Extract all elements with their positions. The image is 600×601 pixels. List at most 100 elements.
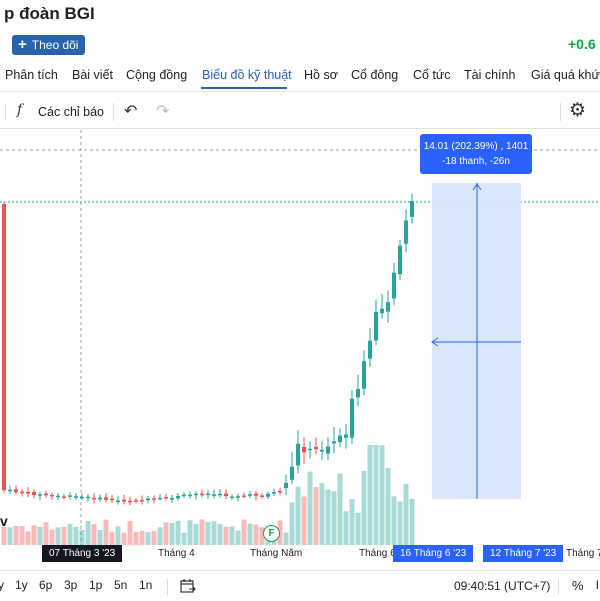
candle-body xyxy=(302,446,306,453)
tooltip-bars-span: -18 thanh, -26n xyxy=(442,156,510,167)
price-change: +0.6 xyxy=(568,36,596,52)
candle-body xyxy=(152,498,156,500)
candle-body xyxy=(320,449,324,452)
calendar-range-icon[interactable] xyxy=(180,578,196,594)
volume-bar xyxy=(43,522,49,545)
volume-bar xyxy=(103,519,109,545)
volume-bar xyxy=(61,526,67,545)
candle-body xyxy=(170,498,174,500)
volume-bar xyxy=(367,445,373,545)
candle-body xyxy=(182,494,186,497)
range-button[interactable]: y xyxy=(0,578,4,592)
arrow-left-icon xyxy=(431,337,439,347)
bottom-divider xyxy=(167,579,168,595)
candle-body xyxy=(98,497,102,500)
candle-body xyxy=(278,490,282,493)
tab-technical-chart[interactable]: Biểu đồ kỹ thuật xyxy=(202,68,292,82)
volume-bar xyxy=(115,526,121,545)
chart-toolbar: f Các chỉ báo ↶ ↷ ⚙ xyxy=(0,96,600,129)
candle-body xyxy=(116,500,120,502)
candle-body xyxy=(140,499,144,502)
tab-price-history[interactable]: Giá quá khứ xyxy=(531,68,600,82)
tooltip-price-change: 14.01 (202.39%) , 1401 xyxy=(423,141,529,152)
candle-body xyxy=(44,493,48,496)
tab-shareholders[interactable]: Cổ đông xyxy=(351,68,399,82)
candle-body xyxy=(218,493,222,496)
candle-body xyxy=(356,389,360,398)
volume-bar xyxy=(277,520,283,545)
indicators-button[interactable]: Các chỉ báo xyxy=(38,105,105,119)
volume-bar xyxy=(247,523,253,545)
volume-bar xyxy=(331,491,337,545)
volume-bars xyxy=(1,445,415,545)
bottom-toolbar: y 1y 6p 3p 1p 5n 1n 09:40:51 (UTC+7) % l xyxy=(0,570,600,601)
candle-body xyxy=(32,491,36,496)
volume-bar xyxy=(259,527,265,545)
volume-bar xyxy=(229,526,235,545)
volume-bar xyxy=(373,445,379,545)
volume-bar xyxy=(1,526,7,545)
undo-icon[interactable]: ↶ xyxy=(124,103,138,120)
candle-body xyxy=(134,500,138,502)
volume-bar xyxy=(169,522,175,545)
volume-bar xyxy=(163,522,169,545)
range-3m-button[interactable]: 3p xyxy=(64,578,78,592)
volume-bar xyxy=(235,530,241,545)
candle-body xyxy=(242,495,246,497)
indicators-icon[interactable]: f xyxy=(17,102,23,118)
volume-bar xyxy=(97,529,103,545)
tab-financials[interactable]: Tài chính xyxy=(464,68,516,82)
percent-scale-toggle[interactable]: % xyxy=(572,578,584,593)
page-title: p đoàn BGI xyxy=(4,4,95,23)
candle-body xyxy=(68,495,72,497)
volume-bar xyxy=(31,525,37,545)
x-axis-tick: Tháng Năm xyxy=(250,548,303,559)
range-1m-button[interactable]: 1p xyxy=(89,578,103,592)
tab-articles[interactable]: Bài viết xyxy=(72,68,113,82)
tab-analysis[interactable]: Phân tích xyxy=(5,68,58,82)
volume-bar xyxy=(349,499,355,545)
arrow-up-icon xyxy=(472,183,482,191)
candle-body xyxy=(260,495,264,498)
candle-body xyxy=(296,443,300,466)
volume-bar xyxy=(73,526,79,545)
candle-body xyxy=(284,482,288,489)
candle-body xyxy=(326,446,330,454)
candle-body xyxy=(410,201,414,217)
gear-icon[interactable]: ⚙ xyxy=(569,100,587,121)
range-5d-button[interactable]: 5n xyxy=(114,578,128,592)
volume-bar xyxy=(295,486,301,545)
candle-body xyxy=(344,434,348,438)
volume-bar xyxy=(175,520,181,545)
volume-bar xyxy=(211,521,217,545)
candle-body xyxy=(104,497,108,500)
volume-bar xyxy=(49,529,55,545)
volume-bar xyxy=(79,529,85,545)
volume-bar xyxy=(307,471,313,545)
bottom-divider xyxy=(558,579,559,595)
series-marker: v xyxy=(0,513,8,529)
volume-bar xyxy=(37,526,43,545)
price-chart[interactable] xyxy=(0,128,600,568)
candle-body xyxy=(332,441,336,444)
range-1y-button[interactable]: 1y xyxy=(15,578,28,592)
follow-label: Theo dõi xyxy=(31,38,79,52)
active-tab-underline xyxy=(201,87,287,89)
follow-button[interactable]: + Theo dõi xyxy=(12,35,86,55)
log-scale-toggle[interactable]: l xyxy=(596,578,599,592)
volume-bar xyxy=(355,512,361,545)
event-marker[interactable]: F xyxy=(263,525,280,542)
x-axis-tick: Tháng 4 xyxy=(158,548,195,559)
range-6m-button[interactable]: 6p xyxy=(39,578,53,592)
candle-body xyxy=(266,493,270,497)
candle-body xyxy=(272,492,276,494)
candle-body xyxy=(74,496,78,498)
tab-dividends[interactable]: Cổ tức xyxy=(413,68,451,82)
candle-body xyxy=(122,499,126,502)
tab-community[interactable]: Cộng đồng xyxy=(126,68,188,82)
volume-bar xyxy=(13,526,19,545)
tab-profile[interactable]: Hồ sơ xyxy=(304,68,338,82)
candle-body xyxy=(2,203,6,491)
range-1d-button[interactable]: 1n xyxy=(139,578,153,592)
volume-bar xyxy=(205,521,211,545)
